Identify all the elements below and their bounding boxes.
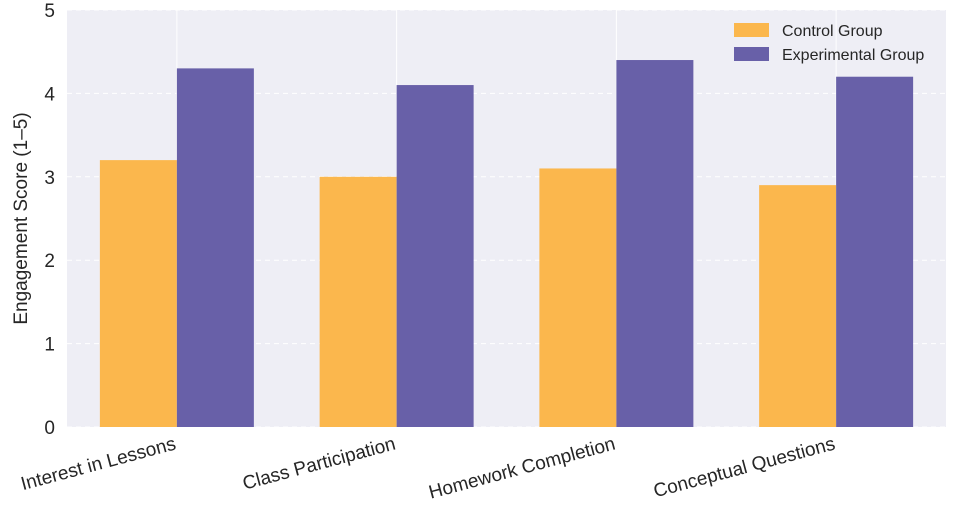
x-tick-label: Conceptual Questions — [651, 434, 837, 503]
legend-swatch — [734, 23, 769, 37]
y-tick-labels: 0 1 2 3 4 5 — [44, 1, 55, 439]
x-tick-labels: Interest in Lessons Class Participation Ho… — [19, 434, 838, 504]
legend: Control Group Experimental Group — [734, 23, 924, 64]
legend-label: Control Group — [782, 23, 883, 40]
bar-control-2 — [539, 168, 617, 427]
bar-experimental-0 — [176, 68, 254, 427]
legend-swatch — [734, 47, 769, 61]
bar-control-1 — [319, 176, 397, 427]
y-tick-label: 0 — [44, 418, 55, 439]
bar-control-3 — [759, 185, 837, 427]
x-tick-label: Interest in Lessons — [19, 434, 178, 496]
bar-control-0 — [99, 160, 177, 427]
y-axis-label: Engagement Score (1–5) — [11, 112, 32, 324]
x-tick-label: Class Participation — [241, 434, 398, 495]
x-tick-label: Homework Completion — [427, 434, 618, 504]
y-tick-label: 1 — [44, 335, 55, 356]
y-tick-label: 2 — [44, 251, 55, 272]
bar-experimental-2 — [616, 60, 694, 427]
bar-experimental-3 — [836, 76, 914, 427]
bars — [99, 60, 914, 427]
y-tick-label: 3 — [44, 168, 55, 189]
bar-experimental-1 — [396, 85, 474, 427]
y-tick-label: 5 — [44, 1, 55, 22]
y-tick-label: 4 — [44, 84, 55, 105]
legend-label: Experimental Group — [782, 47, 924, 64]
